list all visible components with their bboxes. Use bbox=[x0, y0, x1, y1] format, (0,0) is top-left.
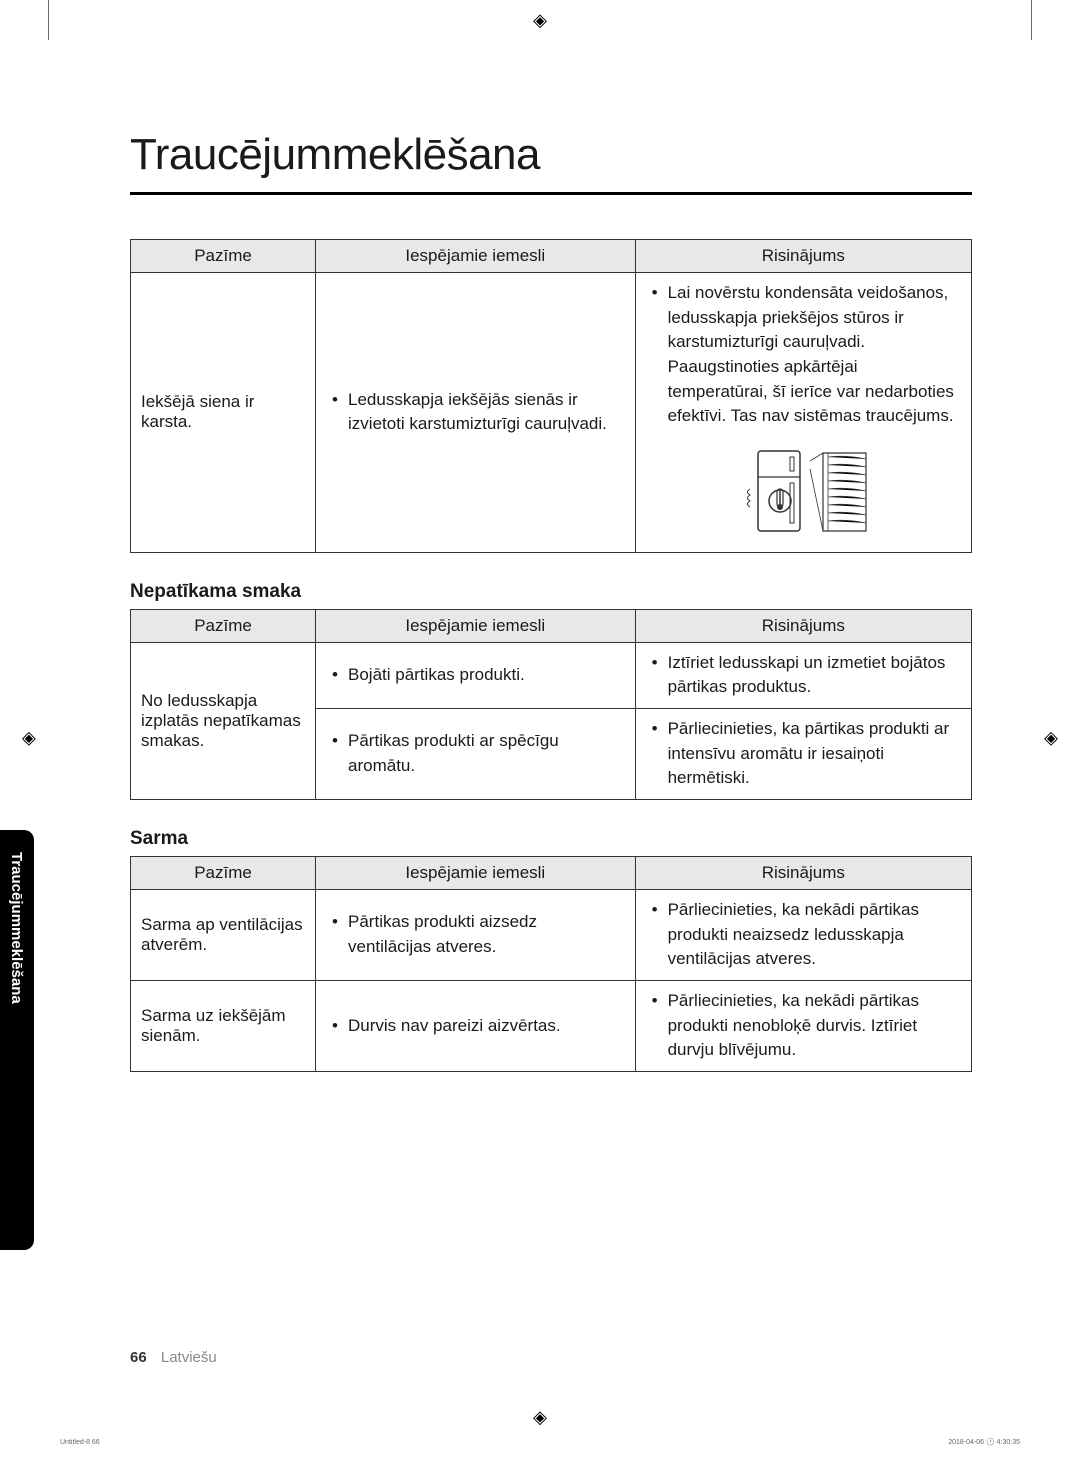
crop-line bbox=[48, 0, 49, 40]
th-solution: Risinājums bbox=[635, 240, 971, 273]
cell-cause: Bojāti pārtikas produkti. bbox=[316, 642, 636, 708]
title-underline bbox=[130, 192, 972, 195]
cell-solution: Lai novērstu kondensāta veidošanos, ledu… bbox=[635, 273, 971, 553]
table-2: Pazīme Iespējamie iemesli Risinājums No … bbox=[130, 609, 972, 800]
fine-print-right: 2018-04-06 🕐 4:30:35 bbox=[948, 1438, 1020, 1446]
side-tab: Traucējummeklēšana bbox=[0, 830, 34, 1250]
solution-item: Lai novērstu kondensāta veidošanos, ledu… bbox=[646, 281, 961, 429]
cell-solution: Pārliecinieties, ka nekādi pārtikas prod… bbox=[635, 980, 971, 1071]
cell-cause: Ledusskapja iekšējās sienās ir izvietoti… bbox=[316, 273, 636, 553]
section-heading-frost: Sarma bbox=[130, 828, 972, 850]
page-footer: 66 Latviešu bbox=[130, 1349, 217, 1366]
crop-mark-top: ◈ bbox=[533, 10, 547, 31]
side-tab-label: Traucējummeklēšana bbox=[8, 852, 25, 1004]
th-cause: Iespējamie iemesli bbox=[316, 857, 636, 890]
solution-item: Pārliecinieties, ka nekādi pārtikas prod… bbox=[646, 898, 961, 972]
th-cause: Iespējamie iemesli bbox=[316, 240, 636, 273]
cell-symptom: No ledusskapja izplatās nepatīkamas smak… bbox=[131, 642, 316, 799]
th-symptom: Pazīme bbox=[131, 609, 316, 642]
th-solution: Risinājums bbox=[635, 857, 971, 890]
cause-item: Durvis nav pareizi aizvērtas. bbox=[326, 1014, 625, 1039]
cell-symptom: Sarma uz iekšējām sienām. bbox=[131, 980, 316, 1071]
table-header-row: Pazīme Iespējamie iemesli Risinājums bbox=[131, 857, 972, 890]
page-content: Traucējummeklēšana Pazīme Iespējamie iem… bbox=[130, 130, 972, 1346]
cell-cause: Pārtikas produkti ar spēcīgu aromātu. bbox=[316, 709, 636, 800]
table-row: Sarma uz iekšējām sienām. Durvis nav par… bbox=[131, 980, 972, 1071]
th-symptom: Pazīme bbox=[131, 240, 316, 273]
cell-symptom: Iekšējā siena ir karsta. bbox=[131, 273, 316, 553]
solution-item: Pārliecinieties, ka pārtikas produkti ar… bbox=[646, 717, 961, 791]
cause-item: Ledusskapja iekšējās sienās ir izvietoti… bbox=[326, 388, 625, 437]
th-cause: Iespējamie iemesli bbox=[316, 609, 636, 642]
th-symptom: Pazīme bbox=[131, 857, 316, 890]
table-header-row: Pazīme Iespējamie iemesli Risinājums bbox=[131, 609, 972, 642]
cell-solution: Pārliecinieties, ka pārtikas produkti ar… bbox=[635, 709, 971, 800]
crop-mark-bottom: ◈ bbox=[533, 1407, 547, 1428]
table-row: No ledusskapja izplatās nepatīkamas smak… bbox=[131, 642, 972, 708]
solution-item: Iztīriet ledusskapi un izmetiet bojātos … bbox=[646, 651, 961, 700]
cause-item: Pārtikas produkti ar spēcīgu aromātu. bbox=[326, 729, 625, 778]
table-row: Iekšējā siena ir karsta. Ledusskapja iek… bbox=[131, 273, 972, 553]
crop-mark-right: ◈ bbox=[1044, 728, 1058, 749]
page-language: Latviešu bbox=[161, 1349, 217, 1366]
cell-cause: Durvis nav pareizi aizvērtas. bbox=[316, 980, 636, 1071]
th-solution: Risinājums bbox=[635, 609, 971, 642]
cause-item: Bojāti pārtikas produkti. bbox=[326, 663, 625, 688]
cell-solution: Pārliecinieties, ka nekādi pārtikas prod… bbox=[635, 890, 971, 981]
table-3: Pazīme Iespējamie iemesli Risinājums Sar… bbox=[130, 856, 972, 1072]
fine-print-left: Untitled-8 66 bbox=[60, 1439, 100, 1446]
cell-solution: Iztīriet ledusskapi un izmetiet bojātos … bbox=[635, 642, 971, 708]
table-row: Sarma ap ventilācijas atverēm. Pārtikas … bbox=[131, 890, 972, 981]
fridge-illustration bbox=[646, 439, 961, 544]
section-heading-smell: Nepatīkama smaka bbox=[130, 581, 972, 603]
cause-item: Pārtikas produkti aizsedz ventilācijas a… bbox=[326, 910, 625, 959]
solution-item: Pārliecinieties, ka nekādi pārtikas prod… bbox=[646, 989, 961, 1063]
table-header-row: Pazīme Iespējamie iemesli Risinājums bbox=[131, 240, 972, 273]
page-number: 66 bbox=[130, 1349, 147, 1366]
page-title: Traucējummeklēšana bbox=[130, 130, 972, 180]
crop-line bbox=[1031, 0, 1032, 40]
crop-mark-left: ◈ bbox=[22, 728, 36, 749]
cell-symptom: Sarma ap ventilācijas atverēm. bbox=[131, 890, 316, 981]
cell-cause: Pārtikas produkti aizsedz ventilācijas a… bbox=[316, 890, 636, 981]
table-1: Pazīme Iespējamie iemesli Risinājums Iek… bbox=[130, 239, 972, 553]
